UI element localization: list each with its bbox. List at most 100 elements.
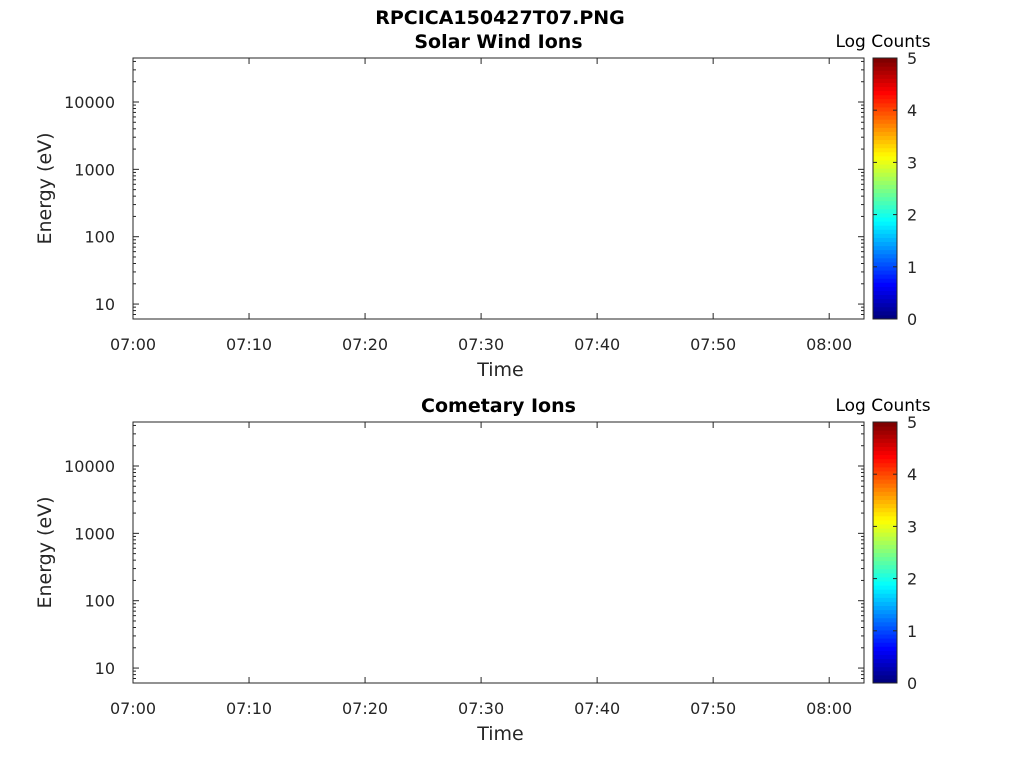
colorbar-step [873,422,897,427]
colorbar-step [873,495,897,500]
colorbar-step [873,184,897,189]
colorbar-step [873,147,897,153]
colorbar-step [873,548,897,553]
colorbar-step [873,540,897,545]
colorbar-tick-label: 2 [907,570,917,589]
colorbar-step [873,536,897,541]
colorbar-step [873,208,897,214]
colorbar-step [873,196,897,202]
colorbar-step [873,646,897,651]
x-tick-label: 07:20 [342,335,388,354]
colorbar-step [873,642,897,647]
colorbar-step [873,180,897,185]
colorbar-step [873,143,897,149]
colorbar-step [873,442,897,447]
x-tick-label: 07:50 [690,699,736,718]
colorbar-step [873,253,897,259]
colorbar-step [873,544,897,549]
colorbar-step [873,290,897,296]
panel-title: Cometary Ions [421,395,576,417]
colorbar-step [873,58,897,63]
colorbar-step [873,70,897,75]
colorbar-step [873,78,897,83]
colorbar-step [873,585,897,590]
x-tick-label: 07:30 [458,699,504,718]
colorbar-step [873,164,897,169]
colorbar-step [873,556,897,562]
colorbar-tick-label: 3 [907,517,917,536]
colorbar-tick-label: 5 [907,49,917,68]
colorbar-step [873,454,897,460]
colorbar-step [873,621,897,627]
colorbar-tick-label: 1 [907,622,917,641]
colorbar-step [873,135,897,141]
colorbar-step [873,237,897,243]
x-axis-label: Time [476,359,524,381]
colorbar-step [873,483,897,488]
colorbar-step [873,249,897,255]
colorbar-step [873,119,897,124]
x-tick-label: 08:00 [806,335,852,354]
colorbar-step [873,123,897,128]
colorbar-step [873,245,897,251]
colorbar-step [873,221,897,226]
colorbar-step [873,302,897,308]
colorbar-step [873,82,897,88]
colorbar-step [873,257,897,263]
colorbar-step [873,139,897,145]
y-tick-label: 100 [84,228,115,247]
colorbar-step [873,629,897,635]
y-tick-label: 10 [95,659,115,678]
colorbar-step [873,286,897,291]
colorbar-step [873,670,897,676]
colorbar-label: Log Counts [835,32,930,52]
colorbar-step [873,613,897,619]
colorbar-step [873,176,897,181]
colorbar-step [873,204,897,210]
colorbar-tick-label: 4 [907,101,917,120]
colorbar-step [873,270,897,275]
colorbar-step [873,523,897,529]
colorbar-step [873,605,897,611]
colorbar-step [873,589,897,594]
colorbar-step [873,94,897,100]
colorbar-step [873,634,897,639]
colorbar-step [873,172,897,177]
plot-area [132,421,865,684]
panel-2: Cometary Ions 07:00 07:10 07:20 07:30 07:40 07… [34,395,931,745]
colorbar-tick-label: 0 [907,674,917,693]
colorbar-step [873,233,897,238]
colorbar-label: Log Counts [835,396,930,416]
colorbar-step [873,74,897,79]
colorbar-step [873,462,897,468]
x-tick-label: 07:00 [110,699,156,718]
colorbar-step [873,475,897,480]
colorbar-step [873,314,897,320]
y-axis-label: Energy (eV) [34,132,56,244]
y-tick-label: 1000 [74,160,115,179]
colorbar-step [873,568,897,574]
colorbar-step [873,192,897,198]
colorbar-step [873,212,897,218]
colorbar-step [873,466,897,472]
colorbar-step [873,625,897,631]
colorbar-step [873,678,897,684]
colorbar-tick-label: 3 [907,153,917,172]
y-axis-label: Energy (eV) [34,496,56,608]
y-tick-label: 10000 [64,457,115,476]
colorbar-step [873,658,897,664]
colorbar-step [873,66,897,71]
colorbar-step [873,552,897,558]
colorbar-step [873,638,897,643]
x-axis-label: Time [476,723,524,745]
colorbar-step [873,446,897,452]
colorbar-step [873,499,897,505]
colorbar-step [873,666,897,672]
colorbar-step [873,430,897,435]
colorbar-step [873,265,897,271]
colorbar-step [873,674,897,680]
colorbar-step [873,131,897,136]
panels: Solar Wind Ions 07:00 07:10 07:20 07:30 07:40… [34,31,931,745]
